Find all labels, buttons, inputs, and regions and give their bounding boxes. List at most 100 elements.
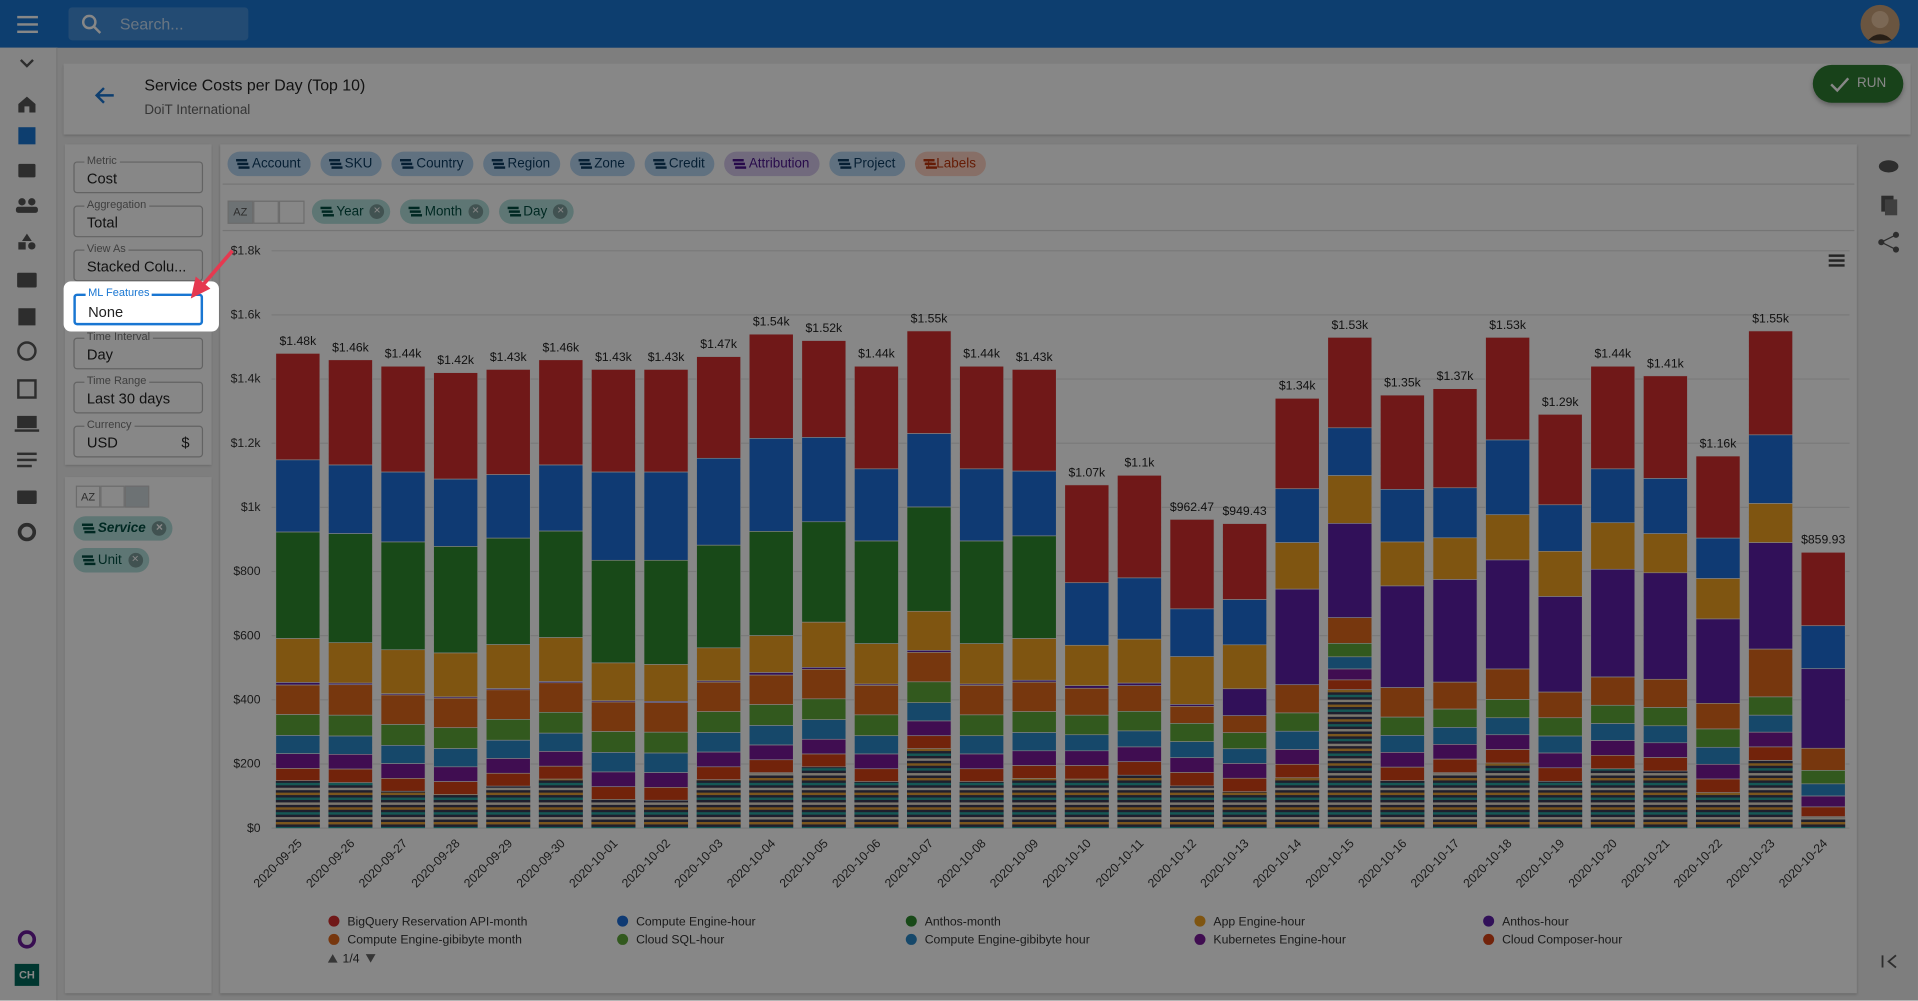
- row-chip[interactable]: Day: [498, 199, 575, 224]
- rail-icons[interactable]: [1867, 144, 1918, 1000]
- menu-icon[interactable]: [17, 15, 39, 35]
- sort-desc[interactable]: [124, 485, 150, 508]
- setting-field[interactable]: View As Stacked Colu...: [73, 242, 204, 282]
- setting-field[interactable]: Aggregation Total: [73, 198, 204, 238]
- bar-segment: [696, 766, 741, 780]
- bar-segment: [1380, 541, 1425, 587]
- total-label: $1.41k: [1647, 356, 1685, 370]
- search-box[interactable]: Search...: [68, 7, 249, 41]
- setting-field[interactable]: Metric Cost: [73, 154, 204, 194]
- y-tick-label: $0: [247, 821, 261, 835]
- group-sort: AZ: [75, 485, 150, 508]
- legend-label[interactable]: App Engine-hour: [1213, 914, 1305, 928]
- bar-segment: [854, 685, 899, 716]
- bar-segment: [538, 530, 584, 638]
- y-tick-label: $600: [233, 628, 260, 642]
- report-title: Service Costs per Day (Top 10): [144, 75, 366, 95]
- setting-field[interactable]: Time Range Last 30 days: [73, 374, 204, 414]
- bar-segment: [485, 689, 531, 720]
- legend-label[interactable]: BigQuery Reservation API-month: [347, 914, 527, 928]
- avatar[interactable]: [1859, 4, 1901, 46]
- bar-segment: [1695, 618, 1741, 704]
- nav-icons: [14, 59, 40, 986]
- legend-label[interactable]: Compute Engine-gibibyte hour: [925, 933, 1090, 947]
- legend-label[interactable]: Anthos-hour: [1502, 914, 1569, 928]
- legend-pager: 1/4: [343, 952, 360, 966]
- field-label: Currency: [84, 418, 134, 432]
- bar-segment: [1064, 765, 1110, 780]
- bar-segment: [275, 638, 321, 683]
- field-label: Aggregation: [84, 198, 149, 212]
- legend-marker: [1483, 933, 1495, 945]
- legend-pager-arrows[interactable]: [327, 954, 376, 963]
- sort-az[interactable]: AZ: [75, 485, 101, 508]
- bar-segment: [433, 372, 478, 480]
- field-value: Cost: [86, 170, 118, 188]
- field-value: Day: [86, 346, 113, 364]
- legend-label[interactable]: Anthos-month: [925, 914, 1001, 928]
- back-button[interactable]: [94, 86, 116, 106]
- filter-chips: Account SKU Country Region Zone Credit Attribu…: [227, 151, 986, 177]
- legend-label[interactable]: Kubernetes Engine-hour: [1213, 933, 1345, 947]
- sort-desc[interactable]: [278, 200, 305, 224]
- total-label: $1.1k: [1124, 456, 1155, 470]
- chart-menu[interactable]: [1828, 254, 1845, 267]
- filter-chip[interactable]: Credit: [644, 151, 715, 177]
- filter-chip[interactable]: Zone: [569, 151, 635, 177]
- bar-segment: [485, 537, 531, 645]
- row-chip[interactable]: Month: [400, 199, 490, 224]
- bar-segment: [1695, 703, 1741, 730]
- bar-segment: [959, 540, 1004, 644]
- bar-segment: [1011, 765, 1057, 779]
- field-label: View As: [84, 242, 129, 256]
- setting-field[interactable]: Currency USD $: [73, 418, 204, 458]
- filter-chip[interactable]: Region: [483, 151, 560, 177]
- bar-segment: [1432, 758, 1478, 773]
- filter-chip[interactable]: Project: [828, 151, 906, 177]
- bar-segment: [1222, 688, 1267, 717]
- run-button[interactable]: RUN: [1812, 64, 1904, 103]
- bar-segment: [1695, 578, 1741, 620]
- legend-marker: [905, 915, 917, 927]
- group-chip[interactable]: Service: [73, 516, 173, 541]
- legend-label[interactable]: Compute Engine-hour: [636, 914, 756, 928]
- row-chip[interactable]: Year: [311, 199, 391, 224]
- bar-segment: [959, 643, 1004, 685]
- labels-chip[interactable]: + Labels: [914, 151, 986, 177]
- y-tick-label: $1.2k: [231, 436, 262, 450]
- filter-chip[interactable]: Account: [227, 151, 311, 177]
- field-value: None: [88, 303, 124, 321]
- bar-segment: [1485, 668, 1530, 700]
- bar-segment: [1117, 474, 1162, 579]
- divider: [222, 229, 1855, 232]
- legend-label[interactable]: Cloud SQL-hour: [636, 933, 724, 947]
- filter-chip[interactable]: SKU: [320, 151, 383, 177]
- sort-az[interactable]: AZ: [227, 200, 254, 224]
- bar-segment: [380, 778, 426, 792]
- setting-field[interactable]: ML Features None: [73, 286, 204, 326]
- bar-segment: [275, 768, 321, 781]
- bar-segment: [1432, 537, 1478, 580]
- legend-label[interactable]: Compute Engine-gibibyte month: [347, 933, 522, 947]
- y-tick-label: $1.6k: [231, 308, 262, 322]
- setting-field[interactable]: Time Interval Day: [73, 330, 204, 370]
- y-tick-label: $400: [233, 692, 260, 706]
- bar-segment: [1485, 439, 1530, 516]
- bar-segment: [433, 546, 478, 654]
- bar-segment: [1169, 519, 1215, 610]
- bar-segment: [1274, 397, 1320, 490]
- nav-badge[interactable]: CH: [18, 968, 35, 982]
- bar-segment: [328, 359, 373, 466]
- sort-asc[interactable]: [100, 485, 125, 508]
- filter-chip[interactable]: Attribution: [724, 151, 820, 177]
- group-chip[interactable]: Unit: [73, 547, 149, 573]
- legend-label[interactable]: Cloud Composer-hour: [1502, 933, 1622, 947]
- bar-segment: [485, 772, 531, 787]
- bar-segment: [1064, 582, 1110, 646]
- legend-marker: [1483, 915, 1495, 927]
- sort-asc[interactable]: [253, 200, 279, 224]
- field-value: Stacked Colu...: [86, 258, 187, 276]
- filter-chip[interactable]: Country: [391, 151, 474, 177]
- bar-segment: [1327, 617, 1373, 644]
